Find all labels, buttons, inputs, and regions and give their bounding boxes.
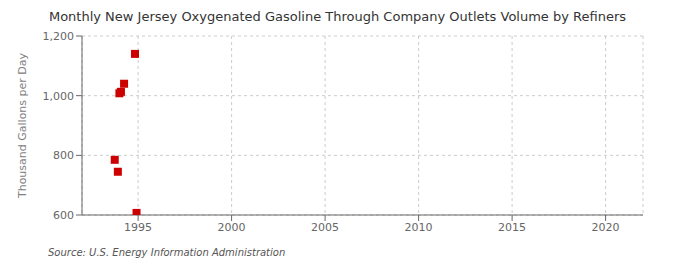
svg-text:1995: 1995: [124, 221, 152, 234]
svg-text:1,000: 1,000: [43, 90, 75, 103]
svg-text:Thousand Gallons per Day: Thousand Gallons per Day: [16, 52, 29, 199]
svg-text:1,200: 1,200: [43, 30, 75, 43]
svg-text:2005: 2005: [311, 221, 339, 234]
svg-text:800: 800: [53, 149, 74, 162]
svg-text:2000: 2000: [218, 221, 246, 234]
svg-text:600: 600: [53, 209, 74, 222]
html-text:Monthly New Jersey Oxygenated: Monthly New Jersey Oxygenated Gasoline T…: [48, 9, 627, 24]
svg-text:2010: 2010: [405, 221, 433, 234]
svg-text:2015: 2015: [498, 221, 526, 234]
html-text:Source: U.S. Energy Informatio: Source: U.S. Energy Information Administ…: [48, 247, 286, 258]
svg-text:2020: 2020: [592, 221, 620, 234]
